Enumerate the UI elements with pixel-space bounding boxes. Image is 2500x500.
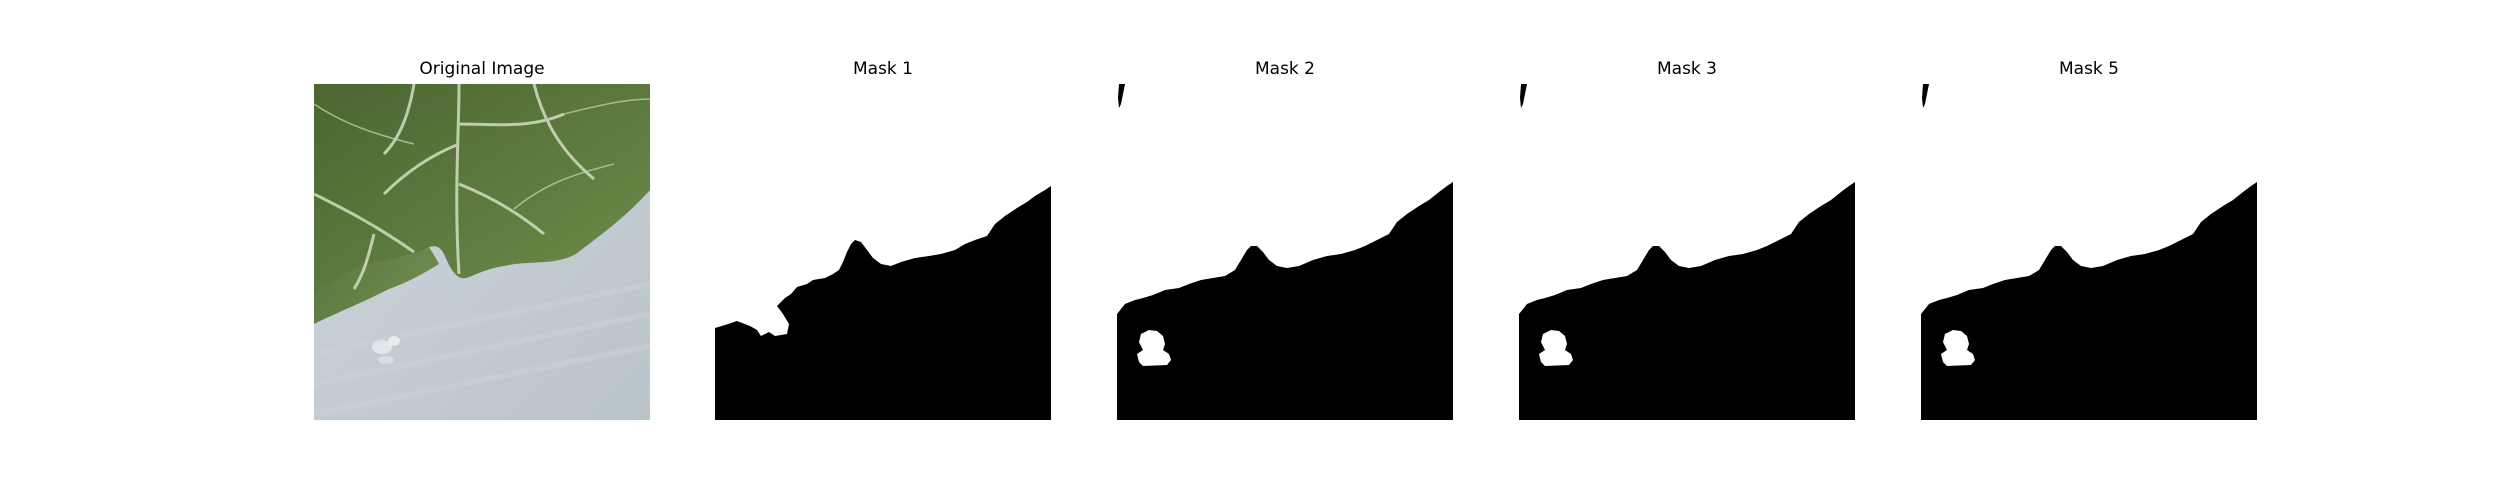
leaf-veins	[314, 84, 595, 290]
mask-5-image	[1921, 84, 2257, 420]
mask-2-panel: Mask 2	[1117, 58, 1453, 424]
panel-title: Mask 5	[2058, 59, 2119, 79]
droplet	[372, 340, 392, 354]
mask-region	[1519, 182, 1855, 420]
mask-1-panel: Mask 1	[715, 58, 1051, 424]
mask-3-panel: Mask 3	[1519, 58, 1855, 424]
mask-3-image	[1519, 84, 1855, 420]
mask-2-image	[1117, 84, 1453, 420]
panel-title: Mask 2	[1254, 59, 1315, 79]
mask-hole	[1941, 330, 1975, 366]
mask-hole	[1137, 330, 1171, 366]
mask-region	[715, 186, 1051, 420]
original-image-panel: Original Image	[314, 58, 650, 424]
panel-title: Mask 1	[852, 59, 913, 79]
mask-5-panel: Mask 5	[1921, 58, 2257, 424]
panel-title: Mask 3	[1656, 59, 1717, 79]
mask-speck	[1922, 84, 1929, 108]
mask-region	[1117, 182, 1453, 420]
mask-1-image	[715, 84, 1051, 420]
mask-hole	[1539, 330, 1573, 366]
mask-speck	[1118, 84, 1125, 108]
original-image	[314, 84, 650, 420]
mask-region	[1921, 182, 2257, 420]
panel-title: Original Image	[419, 59, 545, 79]
mask-speck	[1520, 84, 1527, 108]
